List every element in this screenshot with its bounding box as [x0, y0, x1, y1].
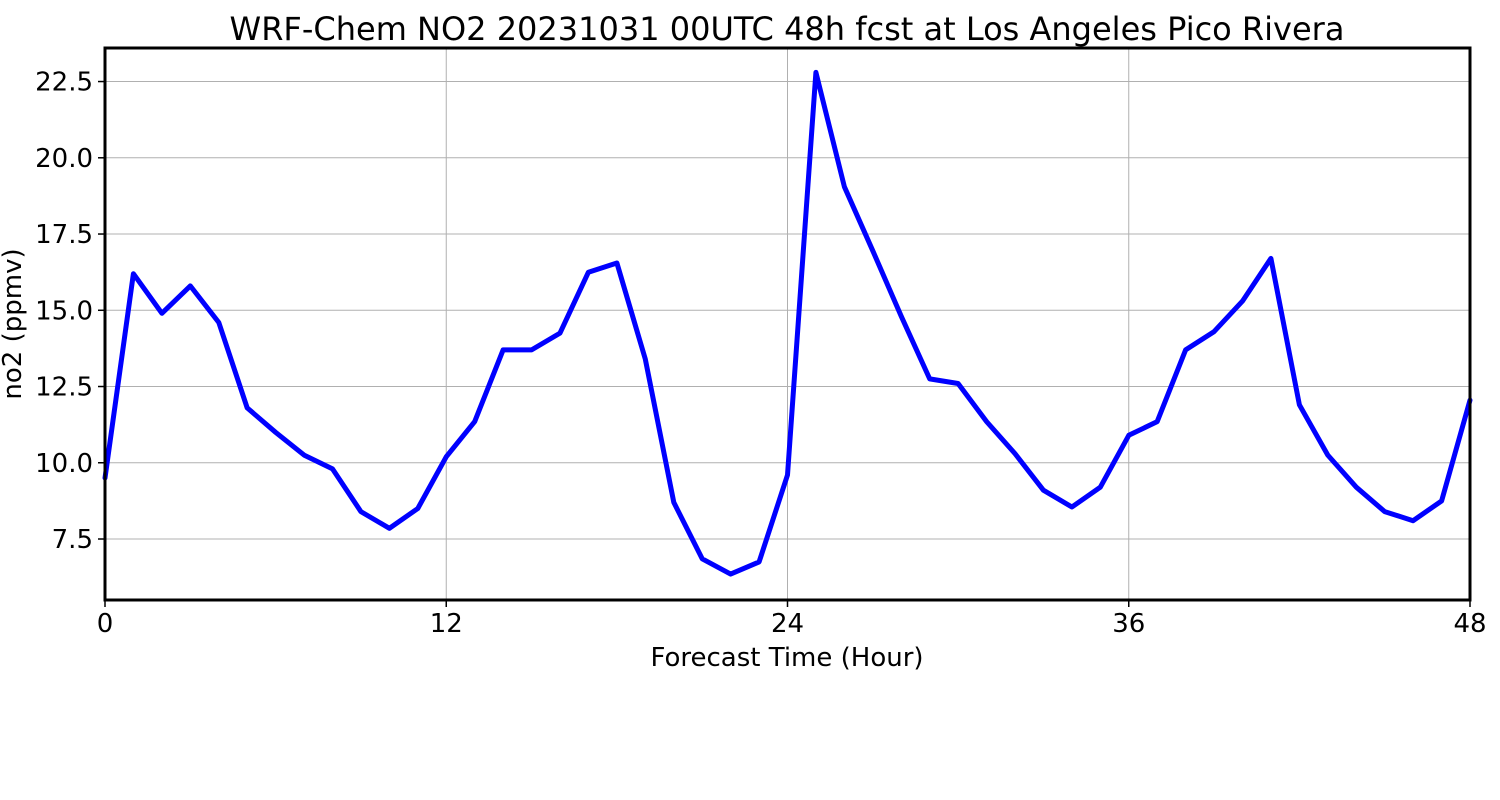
y-axis-label: no2 (ppmv) [0, 248, 28, 399]
x-axis-label: Forecast Time (Hour) [650, 643, 923, 673]
x-tick-label: 24 [771, 609, 804, 639]
y-tick-label: 20.0 [35, 144, 93, 174]
chart-title: WRF-Chem NO2 20231031 00UTC 48h fcst at … [230, 10, 1345, 48]
y-tick-label: 7.5 [52, 525, 93, 555]
x-tick-label: 12 [430, 609, 463, 639]
x-axis-ticks: 0 12 24 36 48 [97, 600, 1487, 639]
y-tick-label: 22.5 [35, 68, 93, 98]
y-tick-label: 15.0 [35, 296, 93, 326]
y-tick-label: 17.5 [35, 220, 93, 250]
x-tick-label: 0 [97, 609, 114, 639]
y-tick-label: 10.0 [35, 449, 93, 479]
y-axis-ticks: 7.5 10.0 12.5 15.0 17.5 20.0 22.5 [35, 68, 105, 555]
x-tick-label: 48 [1453, 609, 1486, 639]
grid-lines [104, 48, 1471, 600]
y-tick-label: 12.5 [35, 373, 93, 403]
series-group [102, 69, 1473, 577]
no2-series-line [102, 69, 1473, 577]
x-tick-label: 36 [1112, 609, 1145, 639]
